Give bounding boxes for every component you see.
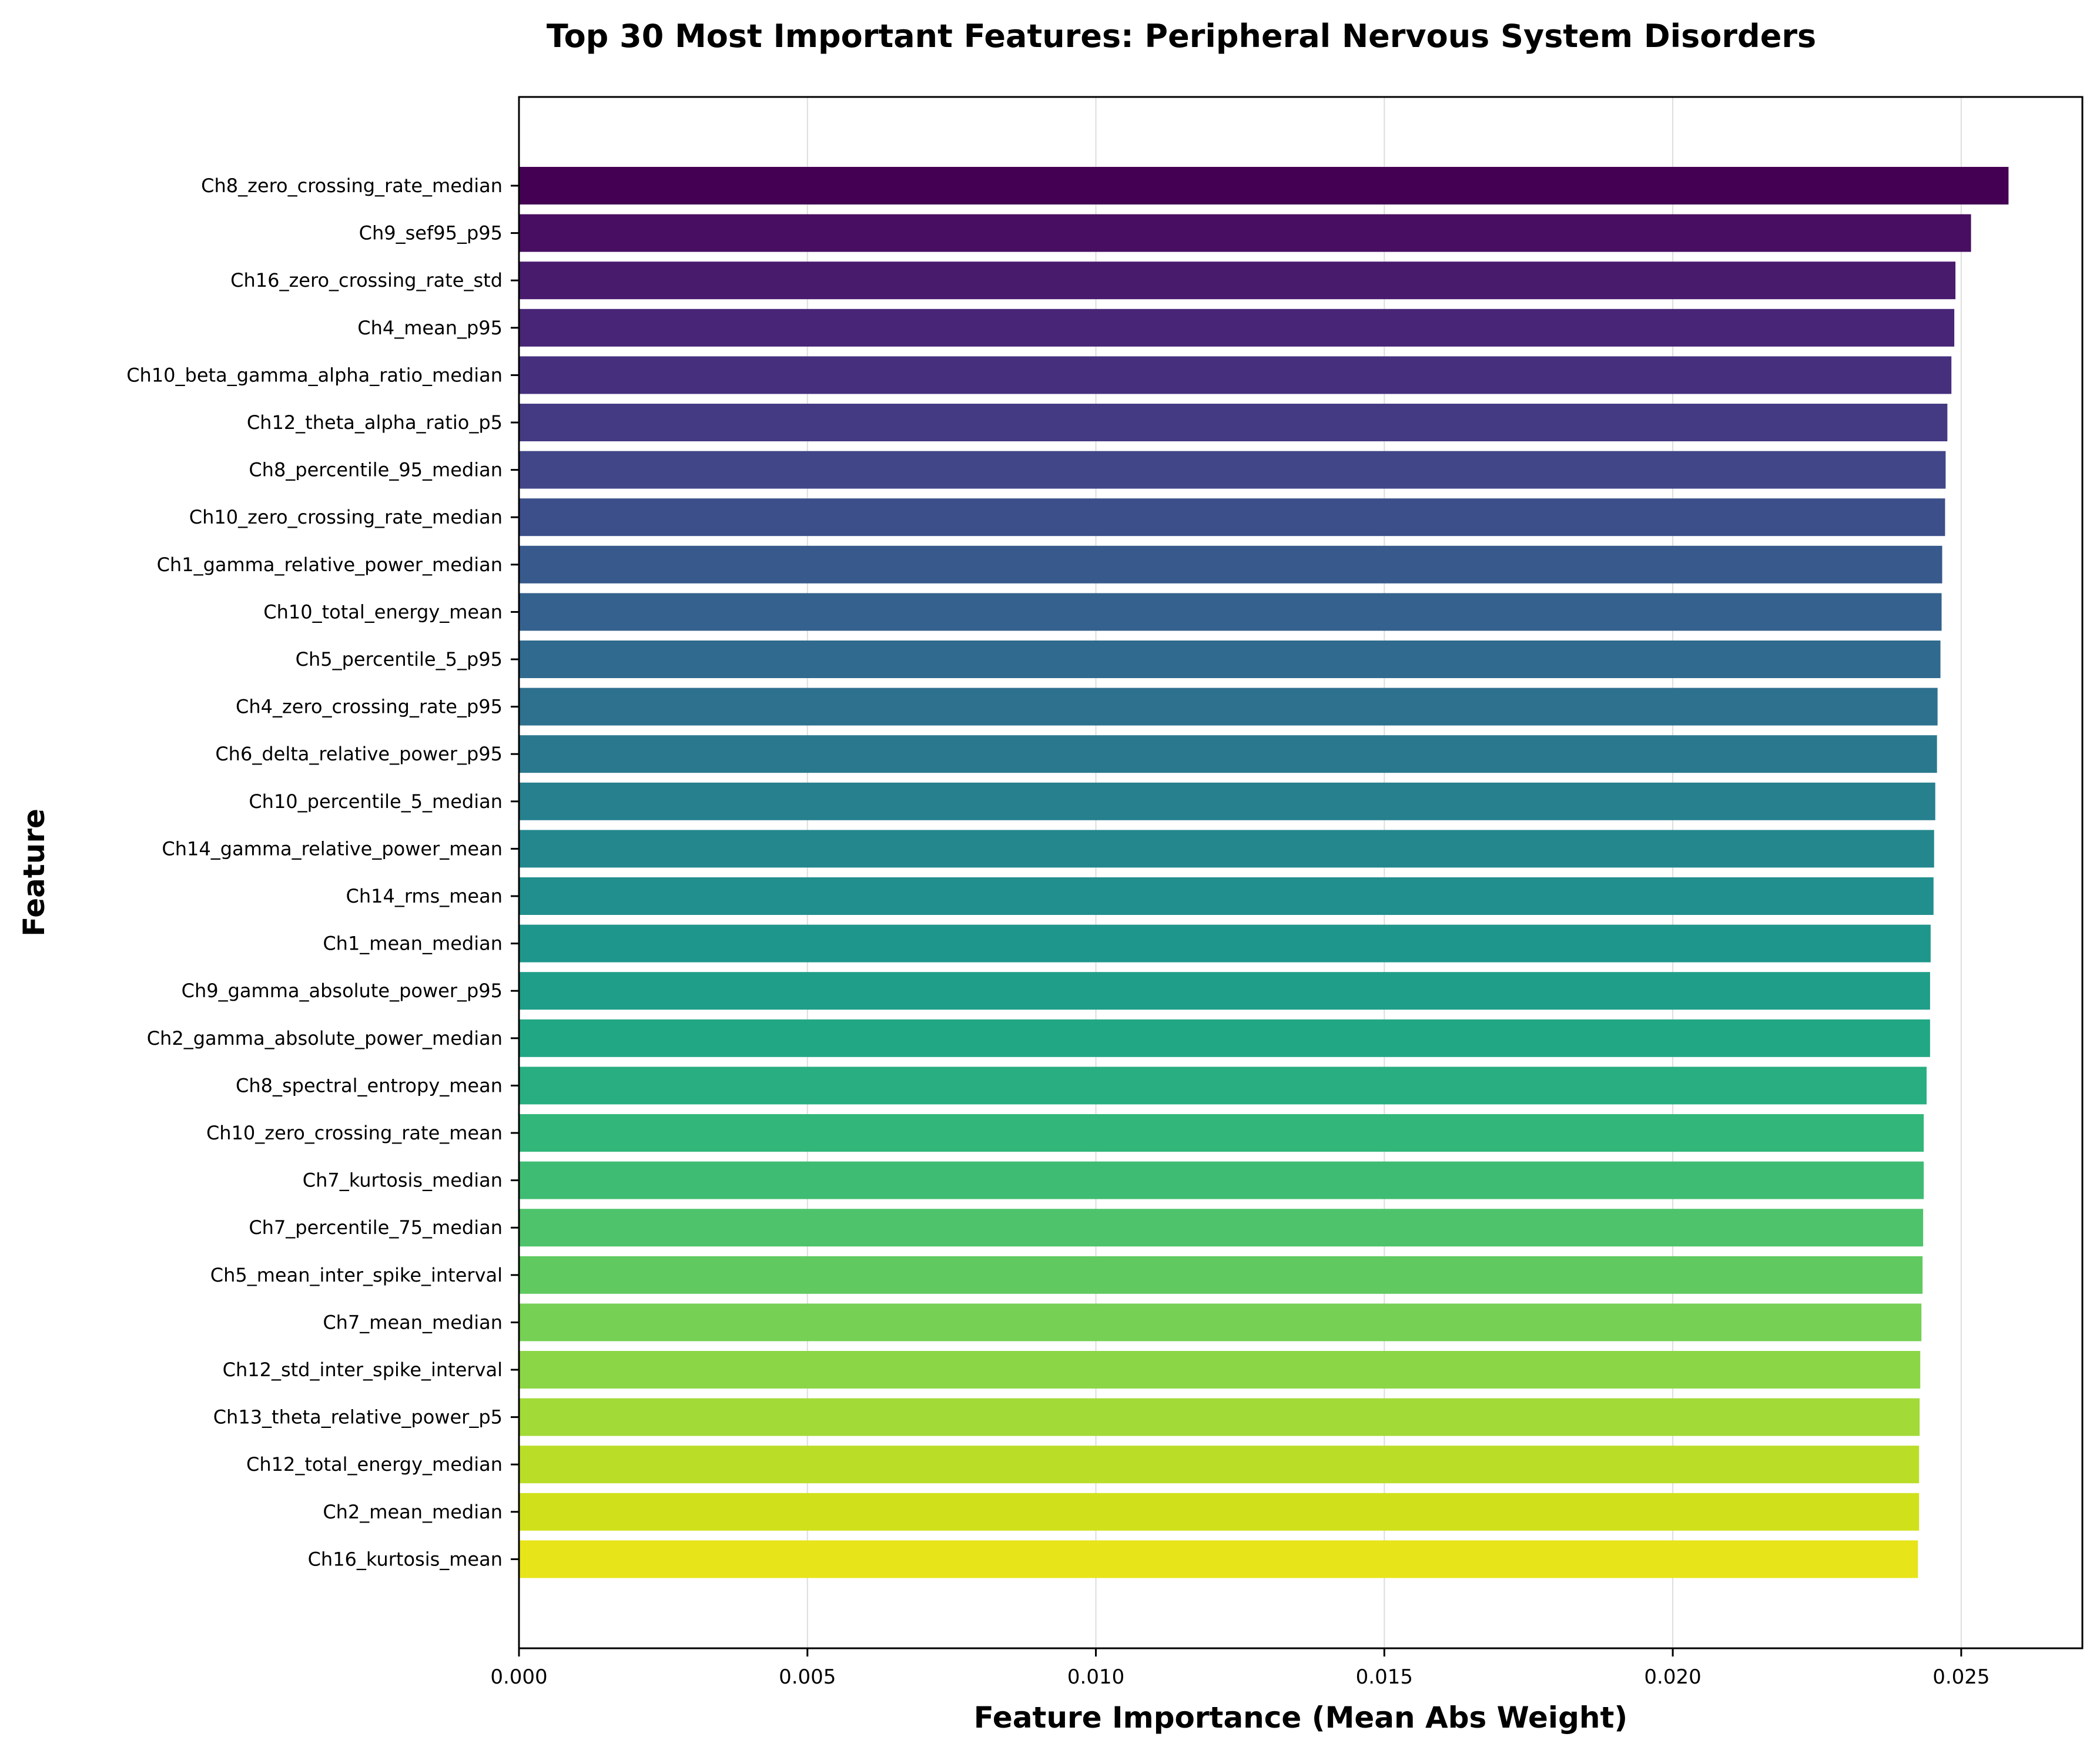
y-tick-label: Ch5_percentile_5_p95 — [296, 648, 503, 670]
y-tick-label: Ch10_total_energy_mean — [263, 601, 503, 623]
bar — [519, 1256, 1923, 1294]
x-tick-label: 0.015 — [1356, 1665, 1413, 1689]
bar — [519, 451, 1946, 489]
y-tick-label: Ch4_zero_crossing_rate_p95 — [236, 696, 503, 718]
y-tick-label: Ch10_beta_gamma_alpha_ratio_median — [126, 364, 503, 386]
x-tick-label: 0.000 — [490, 1665, 547, 1689]
y-tick-label: Ch7_percentile_75_median — [249, 1216, 503, 1239]
bar — [519, 1303, 1922, 1342]
y-axis-label: Feature — [17, 809, 51, 937]
y-tick-label: Ch1_gamma_relative_power_median — [157, 554, 503, 576]
y-tick-label: Ch10_zero_crossing_rate_median — [189, 506, 503, 528]
bar — [519, 1067, 1927, 1105]
bar — [519, 309, 1955, 347]
bar — [519, 404, 1948, 441]
y-tick-labels: Ch8_zero_crossing_rate_median Ch9_sef95_p… — [126, 175, 519, 1570]
x-tick-label: 0.025 — [1932, 1665, 1990, 1689]
y-tick-label: Ch2_mean_median — [323, 1501, 503, 1523]
bar — [519, 1446, 1920, 1484]
bar — [519, 782, 1935, 820]
bar-group — [519, 167, 2009, 1578]
bar — [519, 1114, 1924, 1152]
bar — [519, 167, 2009, 204]
bar — [519, 1398, 1920, 1436]
y-tick-label: Ch16_zero_crossing_rate_std — [230, 269, 503, 291]
y-tick-label: Ch8_percentile_95_median — [249, 459, 503, 481]
x-tick-label: 0.005 — [779, 1665, 836, 1689]
bar — [519, 1540, 1918, 1578]
bar — [519, 877, 1934, 915]
y-tick-label: Ch13_theta_relative_power_p5 — [213, 1406, 503, 1429]
bar — [519, 498, 1945, 536]
y-tick-label: Ch9_gamma_absolute_power_p95 — [182, 980, 503, 1002]
y-tick-label: Ch8_spectral_entropy_mean — [236, 1074, 503, 1097]
y-tick-label: Ch14_rms_mean — [346, 885, 503, 907]
bar — [519, 924, 1931, 963]
x-tick-labels: 0.000 0.005 0.010 0.015 0.020 0.025 — [490, 1648, 1990, 1689]
y-tick-label: Ch2_gamma_absolute_power_median — [147, 1027, 503, 1049]
y-tick-label: Ch14_gamma_relative_power_mean — [162, 837, 503, 860]
bar — [519, 1019, 1930, 1057]
y-tick-label: Ch1_mean_median — [323, 933, 503, 955]
y-tick-label: Ch7_mean_median — [323, 1311, 503, 1333]
y-tick-label: Ch9_sef95_p95 — [359, 222, 503, 244]
y-tick-label: Ch5_mean_inter_spike_interval — [210, 1264, 503, 1286]
y-tick-label: Ch7_kurtosis_median — [303, 1169, 503, 1192]
y-tick-label: Ch6_delta_relative_power_p95 — [215, 743, 503, 765]
bar — [519, 1351, 1921, 1389]
plot-frame — [518, 96, 2084, 1649]
y-tick-label: Ch12_std_inter_spike_interval — [223, 1359, 503, 1381]
bar — [519, 830, 1934, 868]
y-tick-label: Ch12_theta_alpha_ratio_p5 — [247, 411, 503, 434]
bar — [519, 735, 1937, 773]
x-tick-label: 0.020 — [1644, 1665, 1701, 1689]
y-tick-label: Ch4_mean_p95 — [357, 317, 503, 339]
bar — [519, 545, 1942, 584]
bar — [519, 1209, 1924, 1247]
bar — [519, 593, 1942, 631]
bar — [519, 641, 1941, 678]
bar — [519, 214, 1971, 252]
bar — [519, 261, 1956, 300]
y-tick-label: Ch12_total_energy_median — [246, 1453, 503, 1476]
x-tick-label: 0.010 — [1067, 1665, 1124, 1689]
y-tick-label: Ch8_zero_crossing_rate_median — [201, 175, 503, 197]
y-tick-label: Ch10_zero_crossing_rate_mean — [206, 1122, 503, 1144]
x-axis-label: Feature Importance (Mean Abs Weight) — [974, 1701, 1627, 1735]
y-tick-label: Ch16_kurtosis_mean — [308, 1548, 503, 1570]
y-tick-label: Ch10_percentile_5_median — [249, 790, 503, 813]
chart-title: Top 30 Most Important Features: Peripher… — [547, 18, 1816, 55]
bar — [519, 972, 1930, 1010]
bar — [519, 356, 1952, 394]
bar — [519, 1493, 1920, 1531]
bar — [519, 688, 1938, 726]
bar — [519, 1161, 1924, 1199]
